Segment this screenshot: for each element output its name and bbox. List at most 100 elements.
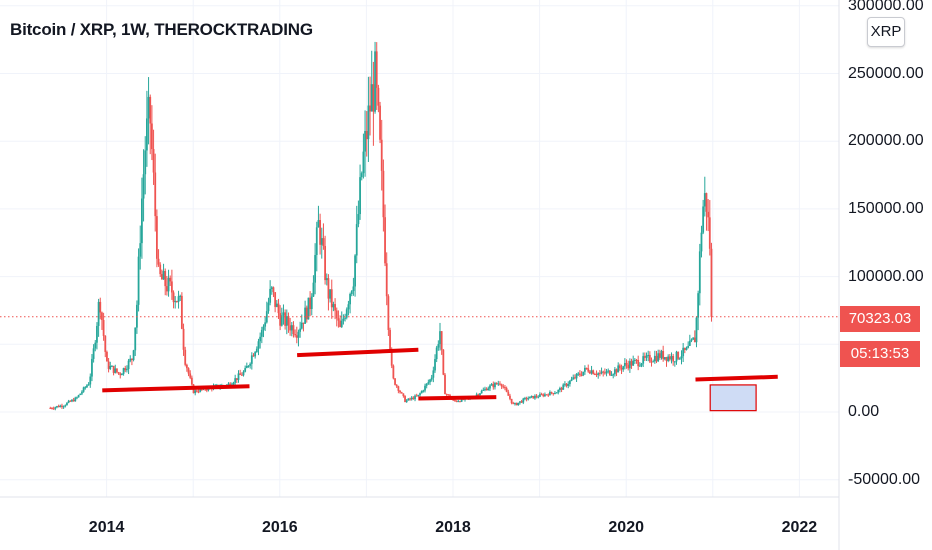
candle-body <box>385 263 388 297</box>
candle-body <box>347 304 350 310</box>
candle-body <box>392 365 395 379</box>
candle-body <box>257 341 260 349</box>
candlestick-series <box>49 41 713 411</box>
candle-body <box>102 320 105 336</box>
candle-body <box>61 405 63 408</box>
candle-body <box>579 373 581 375</box>
candle-body <box>668 356 671 360</box>
candle-body <box>337 318 340 321</box>
candle-body <box>327 278 330 299</box>
candle-body <box>444 374 446 395</box>
candle-body <box>652 361 655 363</box>
candle-body <box>150 123 153 150</box>
x-tick-label: 2014 <box>88 519 125 536</box>
candle-body <box>112 365 115 373</box>
candle-body <box>109 365 112 369</box>
candle-body <box>404 396 406 403</box>
candle-body <box>620 368 623 370</box>
candle-body <box>565 383 568 386</box>
x-tick-label: 2020 <box>608 519 644 536</box>
candle-body <box>397 386 400 391</box>
candle-body <box>116 368 118 373</box>
candle-body <box>87 384 90 386</box>
candle-body <box>642 356 645 364</box>
candle-body <box>489 385 491 389</box>
candle-body <box>519 401 521 403</box>
candle-body <box>319 220 322 245</box>
candle-body <box>628 361 631 369</box>
candle-body <box>189 373 192 378</box>
candle-body <box>420 390 423 394</box>
candle-body <box>71 399 73 402</box>
candle-body <box>615 369 618 373</box>
candle-body <box>570 379 573 381</box>
candle-body <box>583 367 586 372</box>
candle-body <box>532 395 535 399</box>
candle-body <box>682 347 685 357</box>
candle-body <box>69 400 72 402</box>
candle-body <box>662 351 665 360</box>
candle-body <box>159 264 162 275</box>
candle-body <box>325 278 328 281</box>
candle-body <box>91 358 93 377</box>
candle-body <box>375 51 378 88</box>
candle-body <box>312 282 315 297</box>
candle-body <box>479 393 481 396</box>
candle-body <box>76 397 78 399</box>
candle-body <box>690 339 693 341</box>
candle-body <box>445 394 448 396</box>
candle-body <box>167 277 170 292</box>
candle-body <box>122 368 125 374</box>
candle-body <box>294 334 297 336</box>
candle-body <box>524 397 526 399</box>
candle-body <box>504 387 506 389</box>
candle-body <box>535 395 538 397</box>
candle-body <box>502 386 505 388</box>
candle-body <box>197 391 200 393</box>
candle-body <box>537 396 540 398</box>
candle-body <box>697 293 700 318</box>
candle-body <box>377 87 380 106</box>
candle-body <box>289 325 292 331</box>
candle-body <box>94 342 97 349</box>
candle-body <box>645 355 648 358</box>
candle-body <box>703 193 706 207</box>
candle-body <box>683 347 686 351</box>
x-tick-label: 2022 <box>781 519 818 536</box>
candle-body <box>305 307 308 320</box>
candle-body <box>678 358 681 360</box>
support-line <box>695 374 778 382</box>
symbol-badge[interactable]: XRP <box>867 17 905 47</box>
candle-body <box>512 403 515 405</box>
candle-body <box>695 317 698 343</box>
candle-body <box>432 370 435 378</box>
candle-body <box>635 359 638 361</box>
candle-body <box>134 327 137 351</box>
candle-body <box>702 206 705 233</box>
candle-body <box>554 393 556 395</box>
candle-body <box>352 286 355 292</box>
candle-body <box>81 391 83 394</box>
candle-body <box>49 407 52 409</box>
candle-body <box>564 383 566 385</box>
bar-countdown-label: 05:13:53 <box>840 341 920 367</box>
candle-body <box>242 371 245 376</box>
candle-body <box>177 296 180 302</box>
candle-body <box>693 337 696 343</box>
candle-body <box>419 393 421 395</box>
candle-body <box>364 130 366 152</box>
candle-body <box>280 315 283 326</box>
candle-body <box>229 383 232 386</box>
candle-body <box>152 149 155 173</box>
candle-body <box>77 395 80 398</box>
candle-body <box>162 271 165 280</box>
candle-body <box>658 353 661 358</box>
candle-body <box>507 391 510 396</box>
candle-body <box>187 368 190 374</box>
candle-body <box>485 388 488 391</box>
candle-body <box>688 340 691 346</box>
candle-body <box>497 383 500 385</box>
candle-body <box>264 322 267 327</box>
chart-annotations <box>0 316 839 412</box>
